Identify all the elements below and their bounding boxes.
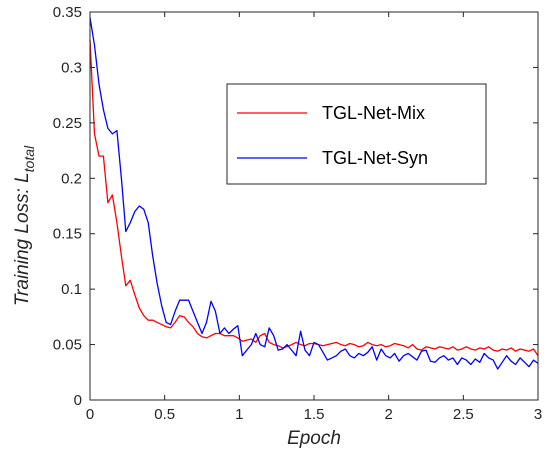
legend: TGL-Net-Mix TGL-Net-Syn [226, 83, 487, 185]
legend-label-tgl-net-mix: TGL-Net-Mix [322, 103, 425, 123]
y-tick-label: 0.3 [61, 59, 82, 76]
x-axis-title: Epoch [287, 428, 341, 449]
y-tick-label: 0 [74, 392, 82, 409]
x-axis-ticks: 0 0.5 1 1.5 2 2.5 3 [86, 12, 542, 423]
y-tick-label: 0.2 [61, 170, 82, 187]
y-tick-label: 0.15 [53, 226, 82, 243]
x-tick-label: 1 [235, 406, 243, 423]
x-tick-label: 2 [384, 406, 392, 423]
x-tick-label: 2.5 [453, 406, 474, 423]
x-tick-label: 0.5 [154, 406, 175, 423]
plot-series [89, 17, 539, 370]
x-tick-label: 3 [534, 406, 542, 423]
series-line-tgl-net-syn [89, 17, 539, 370]
y-tick-label: 0.05 [53, 337, 82, 354]
y-tick-label: 0.35 [53, 4, 82, 21]
x-tick-label: 0 [86, 406, 94, 423]
legend-label-tgl-net-syn: TGL-Net-Syn [322, 148, 428, 168]
y-axis-ticks: 0 0.05 0.1 0.15 0.2 0.25 0.3 0.35 [53, 4, 538, 409]
y-axis-title: Training Loss: Ltotal [12, 145, 37, 306]
x-tick-label: 1.5 [304, 406, 325, 423]
legend-box [226, 83, 487, 185]
y-tick-label: 0.1 [61, 281, 82, 298]
y-tick-label: 0.25 [53, 115, 82, 132]
